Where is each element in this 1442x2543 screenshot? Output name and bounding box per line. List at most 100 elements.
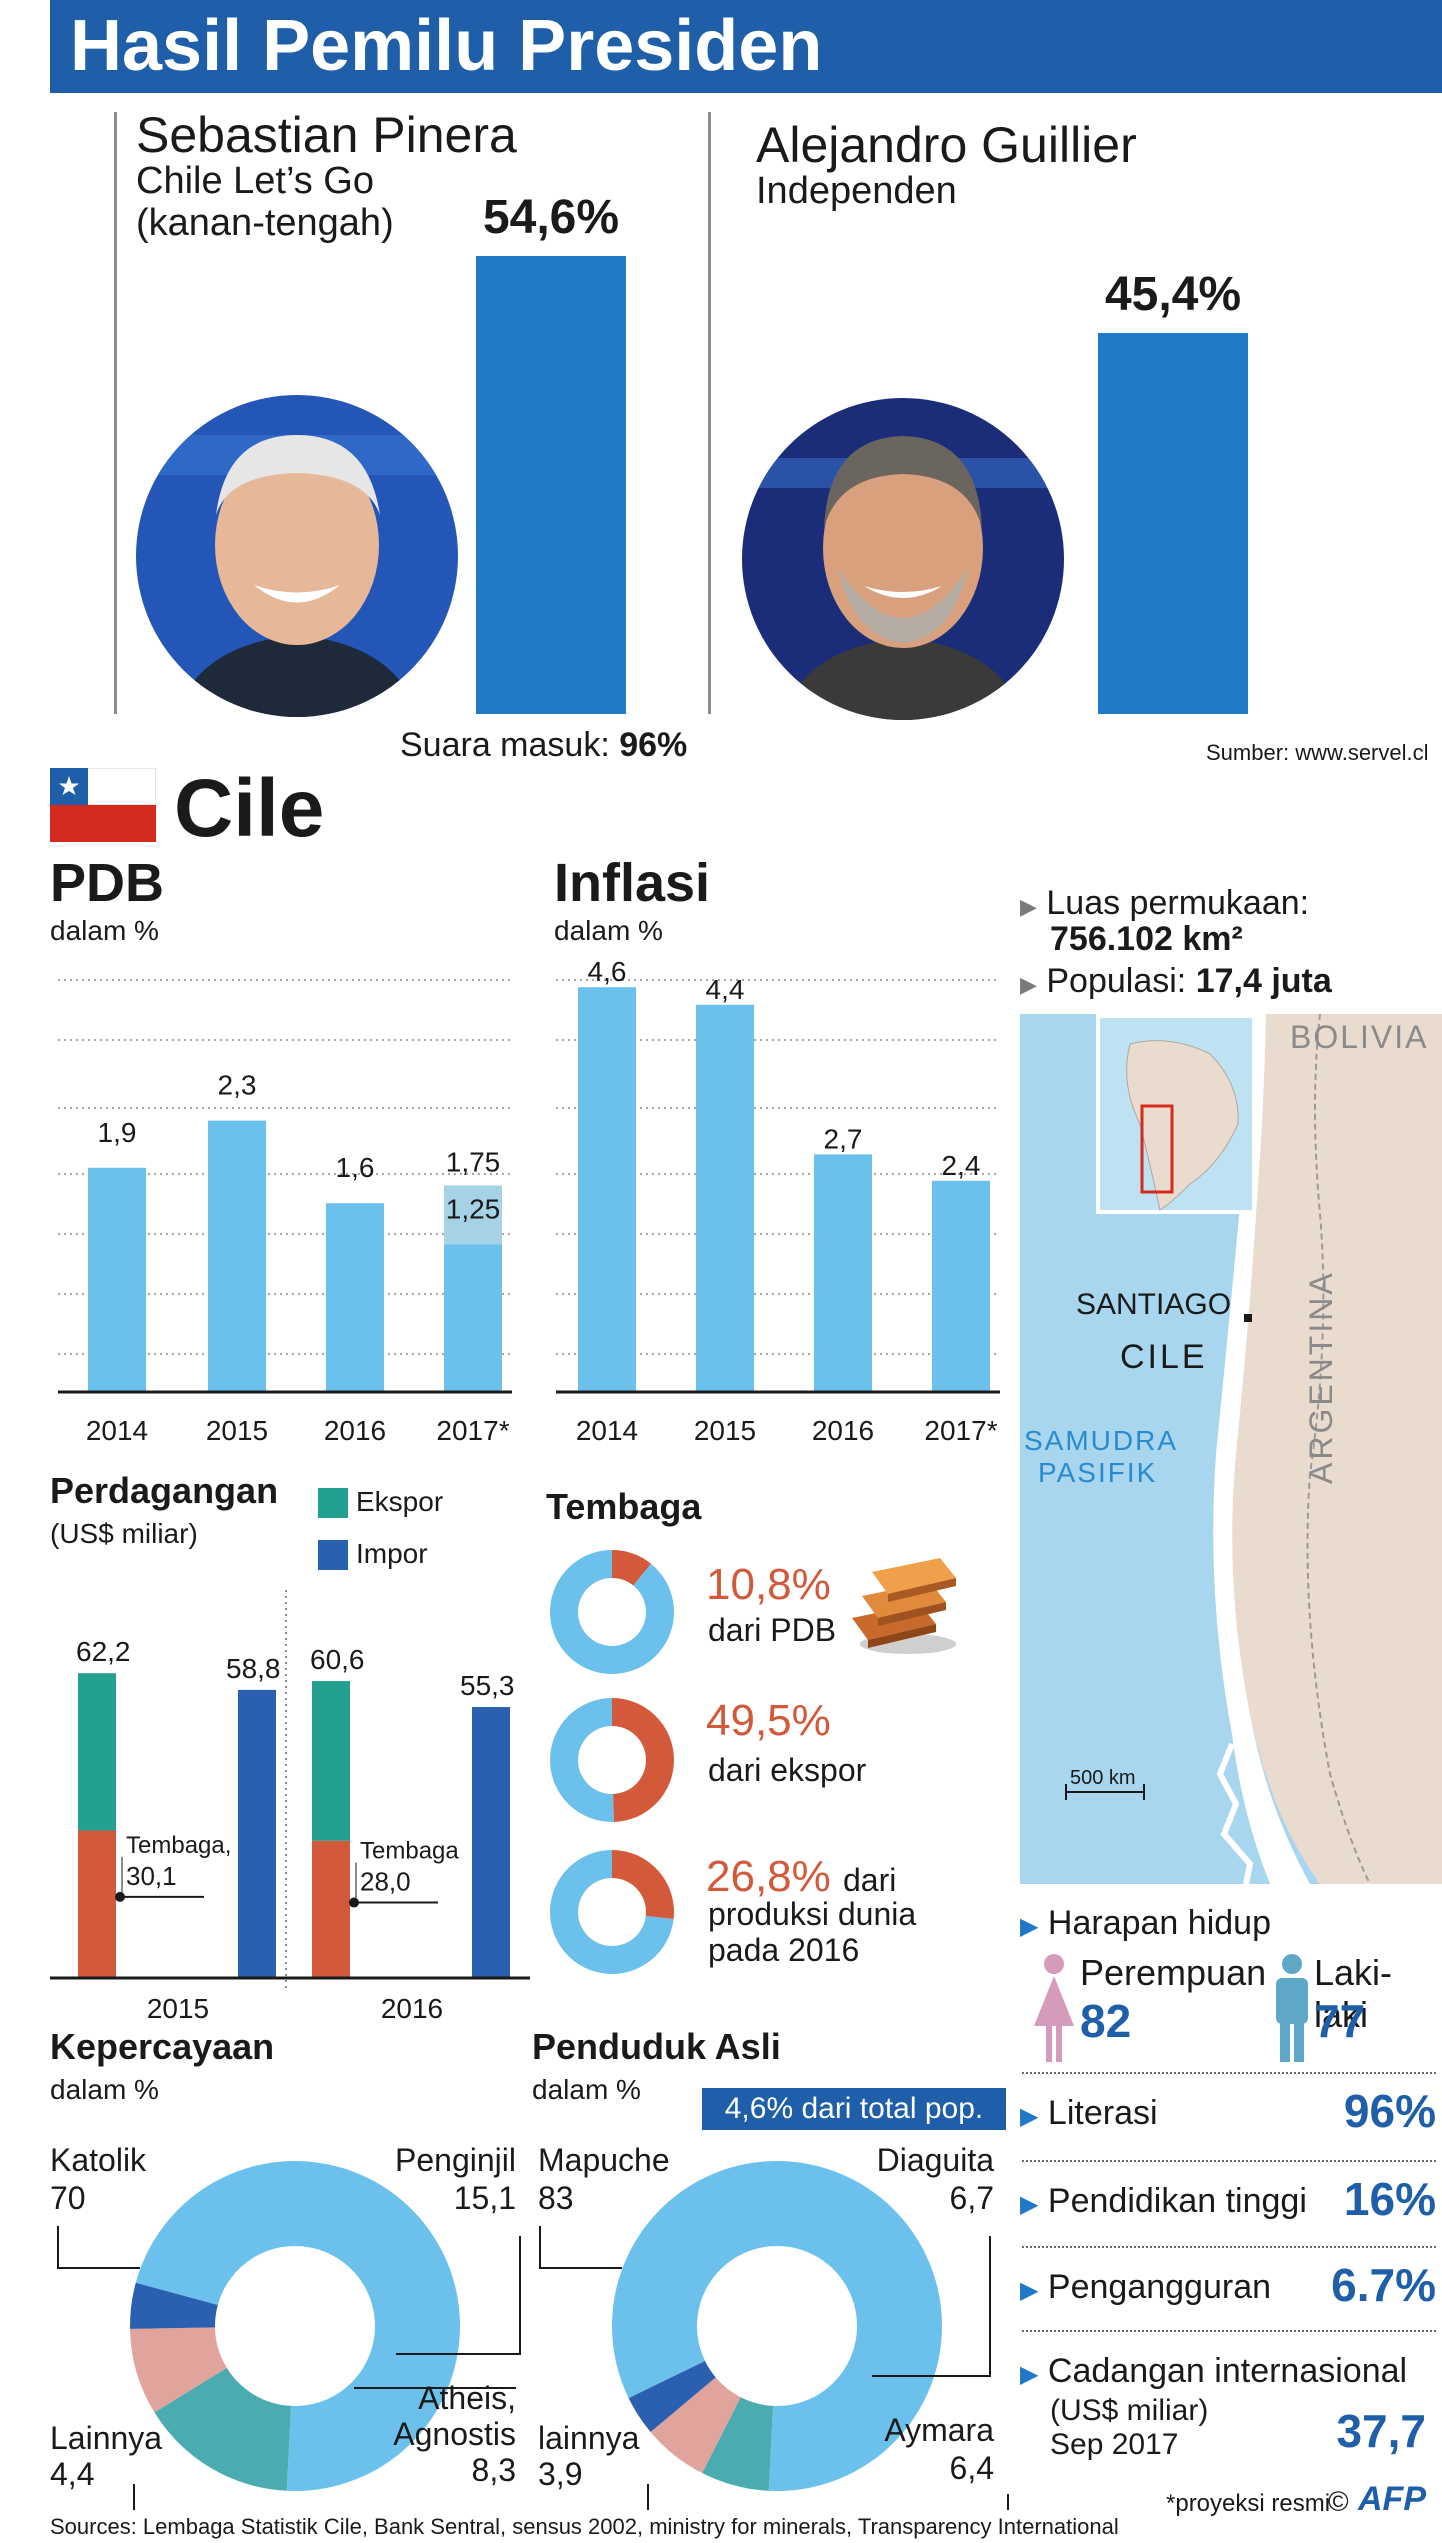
value-label: 2,7: [824, 1123, 863, 1154]
chile-map: BOLIVIA ARGENTINA SANTIAGO CILE SAMUDRA …: [1020, 1014, 1442, 1884]
bullet-triangle-icon: ▶: [1020, 972, 1037, 997]
candidate-2-photo: [742, 398, 1064, 720]
title-bar: [50, 0, 1442, 93]
male-value: 77: [1314, 1995, 1366, 2047]
ind-value-aymara: 6,4: [949, 2450, 994, 2486]
ind-label-mapuche: Mapuche: [538, 2142, 670, 2178]
kepercayaan-chart: [57, 2161, 521, 2510]
reserves-heading: ▶ Cadangan internasional: [1020, 2352, 1407, 2391]
separator: [1022, 2330, 1436, 2332]
candidate-2-party: Independen: [756, 170, 957, 212]
turnout-label: Suara masuk:: [400, 726, 610, 764]
life-title: Harapan hidup: [1047, 1904, 1271, 1942]
tembaga-text-dunia-a: dari: [843, 1862, 897, 1898]
leader-line: [539, 2226, 622, 2269]
candidate-1-name: Sebastian Pinera: [136, 107, 517, 163]
value-label: 4,6: [588, 956, 627, 987]
bullet-triangle-icon: ▶: [1020, 2277, 1039, 2304]
value-label: 2,4: [942, 1150, 981, 1181]
legend-label-impor: Impor: [356, 1538, 428, 1569]
value-label: 1,6: [336, 1152, 375, 1183]
donut-slice-diaguita: [702, 2397, 774, 2491]
reserves-date: Sep 2017: [1050, 2428, 1179, 2461]
candidate-2-result: 45,4%: [1104, 268, 1242, 322]
pdb-subtitle: dalam %: [50, 915, 159, 946]
indicator-pengangguran: ▶ Pengangguran: [1020, 2268, 1271, 2307]
inflasi-title: Inflasi: [554, 853, 711, 913]
penduduk-badge: 4,6% dari total pop.: [702, 2088, 1006, 2130]
tembaga-label: Tembaga,: [126, 1832, 231, 1859]
donut-slice-tembaga: [612, 1850, 674, 1919]
area-value: 756.102 km²: [1050, 920, 1243, 958]
legend-swatch-ekspor: [318, 1488, 348, 1518]
life-heading: ▶ Harapan hidup: [1020, 1904, 1271, 1943]
candidate-2-name: Alejandro Guillier: [756, 117, 1137, 173]
value-label-projection: 1,75: [446, 1147, 501, 1178]
donut-slice-mapuche: [612, 2161, 943, 2491]
ind-value-diaguita: 6,7: [949, 2180, 994, 2216]
tembaga-value: 30,1: [126, 1861, 177, 1891]
female-value: 82: [1080, 1995, 1132, 2047]
bar-tembaga-2016: [312, 1840, 350, 1978]
kepercayaan-subtitle: dalam %: [50, 2074, 159, 2105]
map-label-santiago: SANTIAGO: [1076, 1288, 1231, 1321]
male-label: Laki-laki: [1314, 1952, 1393, 2035]
copyright-symbol: ©: [1328, 2486, 1349, 2517]
indicator-pengangguran-label: Pengangguran: [1047, 2268, 1272, 2306]
candidate-2-bar: [1098, 333, 1248, 714]
tembaga-text-pdb: dari PDB: [708, 1612, 837, 1648]
footnote: *proyeksi resmi: [1166, 2490, 1331, 2517]
donut-slice-katolik: [135, 2161, 460, 2491]
bar-2014: [578, 987, 636, 1392]
country-name: Cile: [174, 763, 325, 854]
map-label-cile: CILE: [1120, 1338, 1208, 1376]
penduduk-chart: [539, 2161, 1009, 2510]
x-tick-label: 2016: [324, 1415, 386, 1446]
separator: [1022, 2160, 1436, 2162]
bar-2015: [696, 1004, 754, 1392]
tembaga-text-dunia-c: pada 2016: [708, 1932, 860, 1968]
sources: Sources: Lembaga Statistik Cile, Bank Se…: [50, 2514, 1119, 2539]
bar-2014: [88, 1167, 146, 1392]
x-tick-label: 2015: [147, 1993, 209, 2024]
reserves-label: Cadangan internasional: [1047, 2352, 1408, 2390]
x-tick-label: 2014: [86, 1415, 148, 1446]
pdb-title: PDB: [50, 853, 165, 913]
rel-label-katolik: Katolik: [50, 2142, 147, 2178]
area-fact: ▶ Luas permukaan:: [1020, 884, 1309, 923]
x-tick-label: 2014: [576, 1415, 638, 1446]
tembaga-pct-dunia: 26,8% dari: [706, 1852, 896, 1902]
tembaga-pct-ekspor: 49,5%: [706, 1696, 831, 1745]
male-icon: [1276, 1954, 1308, 2062]
indicator-pengangguran-value: 6.7%: [1331, 2259, 1436, 2311]
divider-middle: [708, 112, 711, 714]
perdagangan-chart: 62,258,8Tembaga,30,1201560,655,3Tembaga2…: [50, 1590, 530, 2024]
penduduk-title: Penduduk Asli: [532, 2026, 781, 2067]
map-label-samudra: SAMUDRA: [1024, 1425, 1178, 1456]
tembaga-value: 28,0: [360, 1867, 411, 1897]
bullet-triangle-icon: ▶: [1020, 2103, 1039, 2130]
value-label-impor: 58,8: [226, 1653, 281, 1684]
separator: [1022, 2246, 1436, 2248]
turnout: Suara masuk: 96%: [400, 726, 687, 765]
bar-2016: [814, 1154, 872, 1392]
candidate-1-result: 54,6%: [482, 191, 620, 244]
ind-value-lainnya: 3,9: [538, 2456, 583, 2492]
population-label: Populasi:: [1046, 962, 1187, 1000]
copper-bars-icon: [852, 1558, 956, 1654]
x-tick-label: 2017*: [924, 1415, 997, 1446]
candidate-1-orientation: (kanan-tengah): [136, 202, 394, 244]
indicator-literasi: ▶ Literasi: [1020, 2094, 1158, 2133]
tembaga-label: Tembaga: [360, 1838, 459, 1865]
chile-flag-icon: [50, 768, 156, 842]
map-scale-label: 500 km: [1070, 1767, 1136, 1789]
legend-label-ekspor: Ekspor: [356, 1486, 444, 1517]
source-top: Sumber: www.servel.cl: [1206, 740, 1429, 765]
bar-2017*: [444, 1244, 502, 1392]
leader-line: [396, 2236, 521, 2355]
legend-swatch-impor: [318, 1540, 348, 1570]
bar-ekspor-2016: [312, 1681, 350, 1841]
rel-value-penginjil: 15,1: [453, 2180, 516, 2216]
penduduk-subtitle: dalam %: [532, 2074, 641, 2105]
value-label-ekspor: 60,6: [310, 1644, 365, 1675]
